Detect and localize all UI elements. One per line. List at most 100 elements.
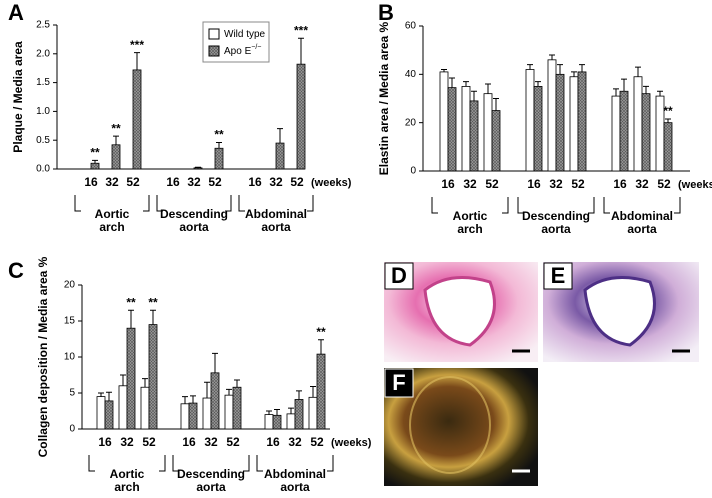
error-bar xyxy=(212,352,218,373)
significance: ** xyxy=(148,295,158,309)
error-bar xyxy=(120,374,126,386)
y-tick-label: 60 xyxy=(405,21,417,32)
y-tick-label: 1.5 xyxy=(36,77,50,88)
error-bar xyxy=(657,90,663,97)
error-bar xyxy=(288,407,294,414)
group-bracket xyxy=(74,195,150,212)
legend-label: Wild type xyxy=(224,29,266,40)
y-tick-label: 2.5 xyxy=(36,20,50,31)
bar xyxy=(188,402,198,430)
legend-swatch xyxy=(208,28,220,40)
error-bar xyxy=(579,64,585,72)
error-bar xyxy=(643,85,649,94)
x-tick-label: 52 xyxy=(290,175,304,189)
bar xyxy=(180,403,190,430)
error-bar xyxy=(471,90,477,101)
bar xyxy=(90,162,100,170)
error-bar xyxy=(216,142,222,149)
error-bar xyxy=(195,166,201,168)
error-bar xyxy=(277,128,283,144)
significance: ** xyxy=(111,121,121,135)
y-axis-label: Plaque / Media area xyxy=(11,41,25,153)
error-bar xyxy=(204,381,210,399)
panel-label: F xyxy=(392,370,405,395)
x-tick-label: 16 xyxy=(266,435,280,449)
bar xyxy=(633,76,643,172)
error-bar xyxy=(493,98,499,111)
x-unit: (weeks) xyxy=(311,177,352,189)
legend-sup: −/− xyxy=(251,44,261,51)
x-tick-label: 32 xyxy=(635,177,649,191)
x-tick-label: 52 xyxy=(126,175,140,189)
group-label: aorta xyxy=(541,222,571,236)
y-tick-label: 10 xyxy=(64,352,76,363)
panel-label: D xyxy=(391,263,407,288)
bar xyxy=(118,385,128,430)
x-tick-label: 32 xyxy=(463,177,477,191)
group-bracket xyxy=(172,455,250,472)
error-bar xyxy=(310,386,316,398)
bar xyxy=(316,353,326,430)
significance: ** xyxy=(316,325,326,339)
error-bar xyxy=(613,88,619,97)
bar xyxy=(569,76,579,172)
bar xyxy=(111,144,121,170)
group-label: arch xyxy=(99,220,124,234)
error-bar xyxy=(296,390,302,400)
group-label: Abdominal xyxy=(611,209,673,223)
x-tick-label: 16 xyxy=(527,177,541,191)
y-tick-label: 0 xyxy=(69,424,75,435)
significance: ** xyxy=(126,295,136,309)
bar xyxy=(447,87,457,172)
bar xyxy=(264,414,274,430)
error-bar xyxy=(449,77,455,88)
x-tick-label: 16 xyxy=(166,175,180,189)
error-bar xyxy=(106,391,112,401)
group-label: Descending xyxy=(522,209,590,223)
group-bracket xyxy=(431,197,509,214)
bar xyxy=(461,86,471,172)
bar xyxy=(214,147,224,170)
group-label: Abdominal xyxy=(264,467,326,481)
x-tick-label: 52 xyxy=(208,175,222,189)
error-bar xyxy=(535,81,541,87)
x-tick-label: 16 xyxy=(84,175,98,189)
bar xyxy=(148,324,158,430)
bar xyxy=(224,394,234,430)
image-f: F xyxy=(384,368,538,486)
bar xyxy=(104,400,114,430)
y-axis-label: Elastin area / Media area % xyxy=(377,21,391,175)
x-unit: (weeks) xyxy=(331,437,372,449)
x-tick-label: 32 xyxy=(204,435,218,449)
x-tick-label: 32 xyxy=(269,175,283,189)
bar xyxy=(555,73,565,172)
bar xyxy=(132,69,142,170)
group-label: aorta xyxy=(179,220,209,234)
legend-name: Wild type xyxy=(224,29,266,40)
error-bar xyxy=(318,339,324,355)
error-bar xyxy=(571,71,577,77)
significance: ** xyxy=(663,104,673,118)
image-e: E xyxy=(543,262,699,362)
y-tick-label: 20 xyxy=(64,280,76,291)
y-tick-label: 1.0 xyxy=(36,106,50,117)
x-tick-label: 16 xyxy=(613,177,627,191)
group-label: Aortic xyxy=(110,467,145,481)
panel-label: C xyxy=(8,258,24,283)
x-tick-label: 16 xyxy=(441,177,455,191)
error-bar xyxy=(182,396,188,404)
error-bar xyxy=(298,37,304,65)
bar xyxy=(483,93,493,172)
group-label: Descending xyxy=(160,207,228,221)
error-bar xyxy=(274,409,280,416)
legend-swatch xyxy=(208,45,220,57)
significance: ** xyxy=(214,128,224,142)
bar xyxy=(96,396,106,430)
y-tick-label: 0 xyxy=(410,166,416,177)
bar xyxy=(275,142,285,170)
y-axis-label: Collagen deposition / Media area % xyxy=(36,256,50,457)
group-label: arch xyxy=(114,480,139,494)
error-bar xyxy=(98,392,104,397)
group-bracket xyxy=(603,197,681,214)
